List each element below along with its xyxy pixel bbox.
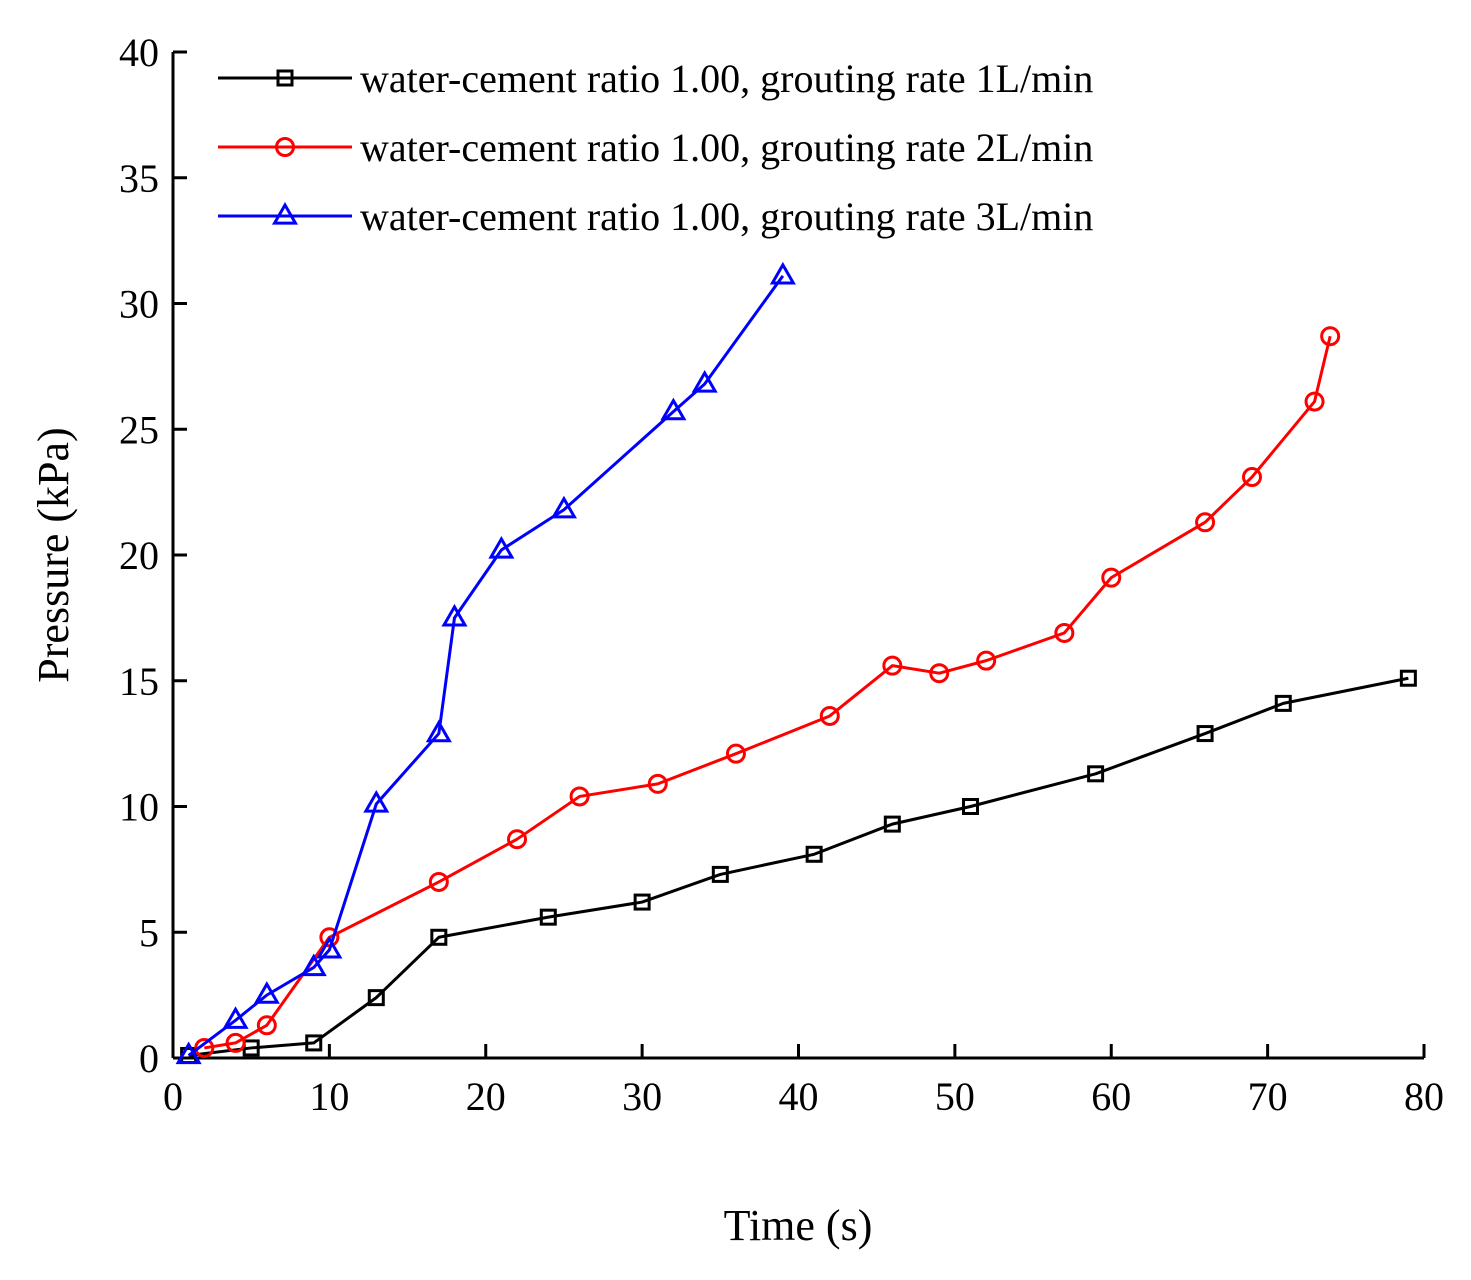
series-line-2	[204, 335, 1332, 1050]
data-point	[507, 829, 528, 850]
x-tick-label: 20	[466, 1074, 506, 1119]
legend-item: water-cement ratio 1.00, grouting rate 3…	[218, 194, 1093, 239]
y-tick-label: 35	[119, 156, 159, 201]
legend-marker	[276, 69, 294, 87]
legend-marker	[275, 137, 295, 157]
x-tick-label: 40	[779, 1074, 819, 1119]
data-point	[300, 953, 327, 977]
legend-label: water-cement ratio 1.00, grouting rate 2…	[360, 125, 1093, 170]
plot-area	[175, 261, 1417, 1065]
data-point	[1399, 669, 1417, 687]
x-tick-label: 70	[1248, 1074, 1288, 1119]
data-point	[441, 603, 468, 627]
data-point	[539, 908, 557, 926]
data-point	[633, 893, 651, 911]
data-point	[805, 845, 823, 863]
data-point	[647, 773, 668, 794]
data-point	[256, 1015, 277, 1036]
data-point	[1241, 467, 1262, 488]
data-point	[194, 1037, 215, 1058]
data-point	[1320, 326, 1341, 347]
x-tick-label: 10	[309, 1074, 349, 1119]
data-point	[1054, 622, 1075, 643]
y-tick-label: 25	[119, 407, 159, 452]
x-axis-title: Time (s)	[724, 1201, 873, 1250]
series-line-3	[187, 274, 785, 1057]
data-point	[316, 935, 343, 959]
data-point	[430, 928, 448, 946]
data-point	[222, 1006, 249, 1029]
x-tick-label: 50	[935, 1074, 975, 1119]
data-point	[175, 1041, 202, 1065]
data-point	[1195, 512, 1216, 533]
series-line-1	[188, 676, 1409, 1057]
x-tick-label: 60	[1091, 1074, 1131, 1119]
data-point	[425, 719, 452, 743]
data-point	[962, 798, 980, 815]
y-tick-label: 15	[119, 659, 159, 704]
legend-item: water-cement ratio 1.00, grouting rate 2…	[218, 125, 1093, 170]
data-point	[660, 397, 687, 421]
y-tick-label: 10	[119, 785, 159, 830]
data-point	[711, 865, 729, 883]
data-point	[367, 989, 385, 1007]
legend: water-cement ratio 1.00, grouting rate 1…	[218, 56, 1093, 239]
data-point	[253, 981, 280, 1004]
legend-label: water-cement ratio 1.00, grouting rate 3…	[360, 194, 1093, 239]
data-point	[929, 663, 950, 684]
series-2	[194, 326, 1341, 1058]
series-3	[175, 261, 796, 1065]
x-tick-label: 30	[622, 1074, 662, 1119]
y-tick-label: 30	[119, 282, 159, 327]
data-point	[883, 815, 901, 833]
y-tick-label: 40	[119, 30, 159, 75]
data-point	[488, 535, 515, 559]
axes: 0 5 10 15 20 25 30 35 40 0 10 20 30 40 50 60 70 80	[119, 30, 1444, 1119]
data-point	[976, 650, 997, 671]
x-tick-label: 80	[1404, 1074, 1444, 1119]
data-point	[305, 1034, 323, 1052]
y-tick-label: 0	[139, 1036, 159, 1081]
legend-item: water-cement ratio 1.00, grouting rate 1…	[218, 56, 1093, 101]
x-tick-label: 0	[163, 1074, 183, 1119]
data-point	[1101, 567, 1122, 588]
data-point	[1087, 765, 1105, 783]
data-point	[569, 786, 590, 807]
y-tick-label: 5	[139, 910, 159, 955]
data-point	[1196, 725, 1214, 743]
data-point	[725, 743, 746, 764]
data-point	[225, 1032, 246, 1053]
data-point	[882, 655, 903, 676]
data-point	[1274, 694, 1292, 712]
data-point	[428, 871, 449, 892]
y-tick-label: 20	[119, 533, 159, 578]
data-point	[769, 261, 796, 285]
data-point	[1304, 391, 1325, 412]
y-axis-title: Pressure (kPa)	[29, 427, 78, 682]
data-point	[550, 495, 577, 519]
data-point	[363, 789, 390, 813]
legend-marker	[271, 201, 299, 225]
data-point	[691, 369, 718, 393]
data-point	[819, 705, 840, 726]
legend-label: water-cement ratio 1.00, grouting rate 1…	[360, 56, 1093, 101]
